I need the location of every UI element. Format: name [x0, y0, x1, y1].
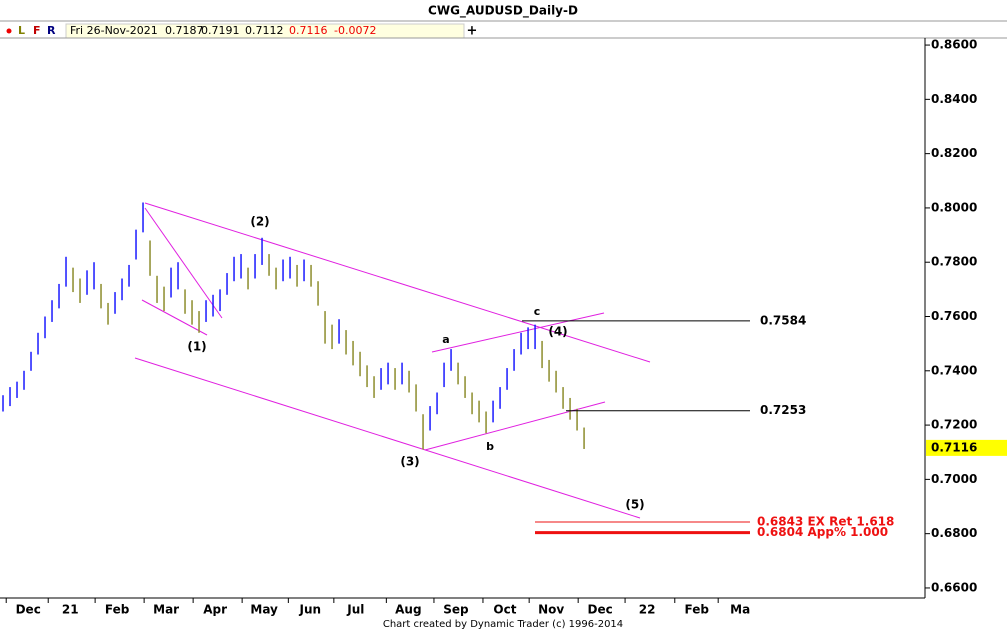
status-dot — [6, 28, 12, 34]
chart-title: CWG_AUDUSD_Daily-D — [428, 4, 578, 19]
channel-top — [144, 202, 651, 363]
y-tick-label: 0.8600 — [931, 38, 977, 52]
channel-bottom — [134, 357, 641, 519]
info-open: 0.7187 — [165, 24, 204, 37]
x-tick-label: Feb — [105, 603, 130, 617]
wave-label: (4) — [548, 325, 567, 339]
wedge-bottom — [141, 299, 208, 336]
ac-line — [431, 312, 605, 353]
y-tick-label: 0.7000 — [931, 472, 977, 486]
level-label: 0.7253 — [760, 403, 806, 417]
x-tick-label: Aug — [395, 603, 421, 617]
x-tick-label: 22 — [639, 603, 656, 617]
last-price-badge — [926, 439, 1007, 456]
y-tick-label: 0.6800 — [931, 526, 977, 540]
wave-labels: (1) (2) (3) (4) (5) a b c — [187, 215, 644, 512]
level-label: 0.6843 EX Ret 1.618 — [757, 514, 894, 528]
x-tick-label: Apr — [203, 603, 227, 617]
x-tick-label: Oct — [493, 603, 516, 617]
wave-label: a — [442, 333, 449, 346]
y-tick-label: 0.7800 — [931, 255, 977, 269]
x-tick-label: Sep — [443, 603, 469, 617]
button-f[interactable]: F — [33, 24, 41, 37]
level-label: 0.7584 — [760, 313, 806, 327]
y-tick-label: 0.8400 — [931, 92, 977, 106]
b-line — [424, 401, 606, 451]
wave-label: b — [486, 440, 494, 453]
y-tick-label: 0.7600 — [931, 309, 977, 323]
wave-label: (1) — [187, 340, 206, 354]
x-tick-label: Nov — [538, 603, 564, 617]
wave-label: (3) — [400, 455, 419, 469]
x-tick-label: 21 — [62, 603, 79, 617]
y-tick-label: 0.8000 — [931, 200, 977, 214]
wave-label: c — [534, 305, 541, 318]
x-tick-label: Mar — [153, 603, 179, 617]
info-high: 0.7191 — [201, 24, 240, 37]
info-change: -0.0072 — [334, 24, 376, 37]
wave-label: (2) — [250, 215, 269, 229]
y-tick-label: 0.6600 — [931, 580, 977, 594]
last-price-label: 0.7116 — [931, 440, 977, 454]
info-close: 0.7116 — [289, 24, 328, 37]
info-low: 0.7112 — [245, 24, 284, 37]
button-l[interactable]: L — [18, 24, 25, 37]
x-tick-label: Dec — [16, 603, 41, 617]
y-tick-label: 0.7400 — [931, 363, 977, 377]
x-tick-label: Feb — [685, 603, 710, 617]
info-date: Fri 26-Nov-2021 — [70, 24, 158, 37]
wave-label: (5) — [625, 498, 644, 512]
x-tick-label: Ma — [730, 603, 750, 617]
x-tick-label: May — [250, 603, 278, 617]
level-label: 0.6804 App% 1.000 — [757, 525, 888, 539]
trendlines — [134, 202, 651, 519]
add-button[interactable]: + — [467, 24, 478, 39]
x-tick-label: Jul — [346, 603, 364, 617]
button-r[interactable]: R — [47, 24, 56, 37]
y-tick-label: 0.8200 — [931, 146, 977, 160]
footer: Chart created by Dynamic Trader (c) 1996… — [383, 619, 623, 630]
x-tick-label: Jun — [299, 603, 322, 617]
x-tick-label: Dec — [588, 603, 613, 617]
y-tick-label: 0.7200 — [931, 418, 977, 432]
wedge-top — [144, 207, 223, 319]
